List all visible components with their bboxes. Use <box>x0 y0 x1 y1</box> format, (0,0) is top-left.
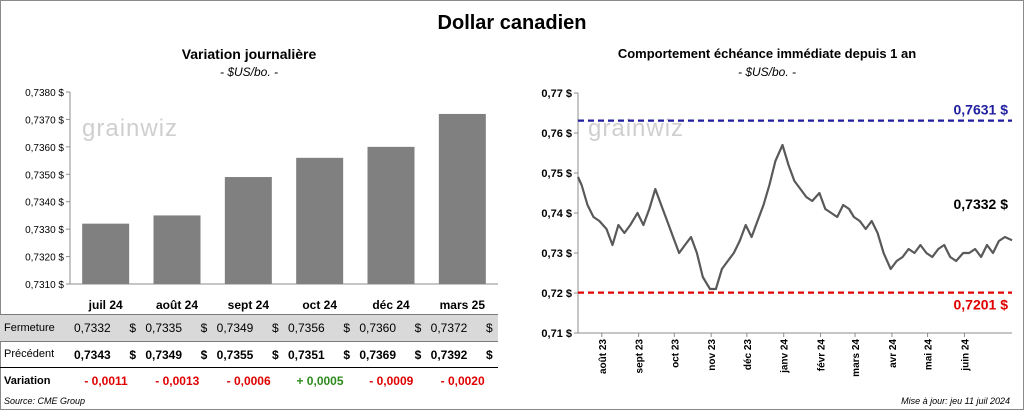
change-row-label: Variation <box>4 375 51 387</box>
x-tick-label: oct 24 <box>302 298 337 312</box>
x-tick-label: avr 24 <box>888 339 899 368</box>
upper-reference-label: 0,7631 $ <box>954 102 1009 118</box>
line-chart: 0,71 $ 0,72 $ 0,73 $ 0,74 $ 0,75 $ 0,76 $ 0,77… <box>541 88 1013 377</box>
y-tick-label: 0,71 $ <box>541 328 572 340</box>
updated-note: Mise à jour: jeu 11 juil 2024 <box>901 396 1010 406</box>
bar-chart: 0,7310 $ 0,7320 $ 0,7330 $ 0,7340 $ 0,7350 $… <box>25 88 498 312</box>
currency-symbol: $ <box>271 321 279 335</box>
y-tick-label: 0,7320 $ <box>25 253 64 264</box>
source-note: Source: CME Group <box>4 396 86 406</box>
previous-value: 0,7392 <box>430 348 468 362</box>
lower-reference-label: 0,7201 $ <box>954 297 1009 313</box>
currency-symbol: $ <box>414 321 422 335</box>
currency-symbol: $ <box>485 321 493 335</box>
bar <box>438 113 486 284</box>
currency-symbol: $ <box>200 348 208 362</box>
y-tick-label: 0,7350 $ <box>25 170 64 181</box>
currency-symbol: $ <box>485 348 493 362</box>
y-tick-label: 0,74 $ <box>541 208 572 220</box>
close-value: 0,7360 <box>359 321 397 335</box>
x-tick-label: janv 24 <box>780 339 791 374</box>
y-tick-label: 0,77 $ <box>541 88 572 100</box>
previous-value: 0,7369 <box>359 348 397 362</box>
right-chart-title: Comportement échéance immédiate depuis 1… <box>617 46 917 61</box>
x-tick-label: juil 24 <box>88 298 123 312</box>
close-value: 0,7349 <box>216 321 254 335</box>
currency-symbol: $ <box>129 348 136 362</box>
close-row-label: Fermeture <box>4 322 55 334</box>
right-chart-subtitle: - $US/bo. - <box>737 65 797 79</box>
x-tick-label: févr 24 <box>817 339 828 372</box>
x-tick-label: mai 24 <box>924 339 935 371</box>
close-value: 0,7332 <box>74 321 111 335</box>
previous-value: 0,7343 <box>74 348 111 362</box>
previous-value: 0,7355 <box>216 348 254 362</box>
currency-symbol: $ <box>271 348 279 362</box>
last-value-label: 0,7332 $ <box>954 196 1009 212</box>
x-tick-label: août 23 <box>598 339 609 374</box>
x-tick-label: mars 25 <box>440 298 486 312</box>
y-tick-label: 0,76 $ <box>541 128 572 140</box>
y-tick-label: 0,72 $ <box>541 288 572 300</box>
y-tick-label: 0,7310 $ <box>25 280 64 291</box>
change-value: - 0,0006 <box>226 374 271 388</box>
y-tick-label: 0,7340 $ <box>25 198 64 209</box>
currency-symbol: $ <box>200 321 208 335</box>
close-value: 0,7335 <box>145 321 183 335</box>
close-value: 0,7372 <box>430 321 468 335</box>
currency-symbol: $ <box>414 348 422 362</box>
x-tick-label: déc 24 <box>372 298 410 312</box>
currency-symbol: $ <box>129 321 136 335</box>
bar <box>224 177 272 284</box>
main-title: Dollar canadien <box>437 12 587 34</box>
y-tick-label: 0,7360 $ <box>25 143 64 154</box>
grainwiz-watermark-left: grainwiz <box>82 115 179 142</box>
x-tick-label: août 24 <box>156 298 198 312</box>
x-tick-label: oct 23 <box>670 339 681 368</box>
bar <box>367 146 415 284</box>
currency-symbol: $ <box>343 321 350 335</box>
change-row: Variation <box>0 368 498 394</box>
y-tick-label: 0,73 $ <box>541 248 572 260</box>
change-value: - 0,0020 <box>440 374 485 388</box>
x-tick-label: mars 24 <box>851 339 862 377</box>
change-value: + 0,0005 <box>296 374 344 388</box>
previous-value: 0,7349 <box>145 348 183 362</box>
change-value: - 0,0013 <box>155 374 200 388</box>
left-chart-subtitle: - $US/bo. - <box>219 65 279 79</box>
change-value: - 0,0011 <box>84 374 128 388</box>
y-tick-label: 0,7370 $ <box>25 115 64 126</box>
bar <box>296 157 344 284</box>
bar <box>153 215 201 284</box>
previous-row-label: Précédent <box>4 348 55 360</box>
currency-symbol: $ <box>343 348 350 362</box>
x-tick-label: sept 23 <box>635 339 646 374</box>
previous-row: Précédent <box>0 341 498 368</box>
y-tick-label: 0,7330 $ <box>25 225 64 236</box>
x-tick-label: sept 24 <box>228 298 270 312</box>
panel-divider <box>508 44 509 394</box>
x-tick-label: nov 23 <box>707 339 718 371</box>
left-chart-title: Variation journalière <box>181 46 317 62</box>
x-tick-label: juin 24 <box>960 339 971 372</box>
bar <box>82 223 130 284</box>
y-tick-label: 0,7380 $ <box>25 88 64 99</box>
previous-value: 0,7351 <box>288 348 325 362</box>
x-tick-label: déc 23 <box>743 339 754 371</box>
y-tick-label: 0,75 $ <box>541 168 572 180</box>
close-value: 0,7356 <box>288 321 325 335</box>
change-value: - 0,0009 <box>369 374 414 388</box>
close-row: Fermeture <box>0 314 498 342</box>
series-line <box>576 143 1013 291</box>
